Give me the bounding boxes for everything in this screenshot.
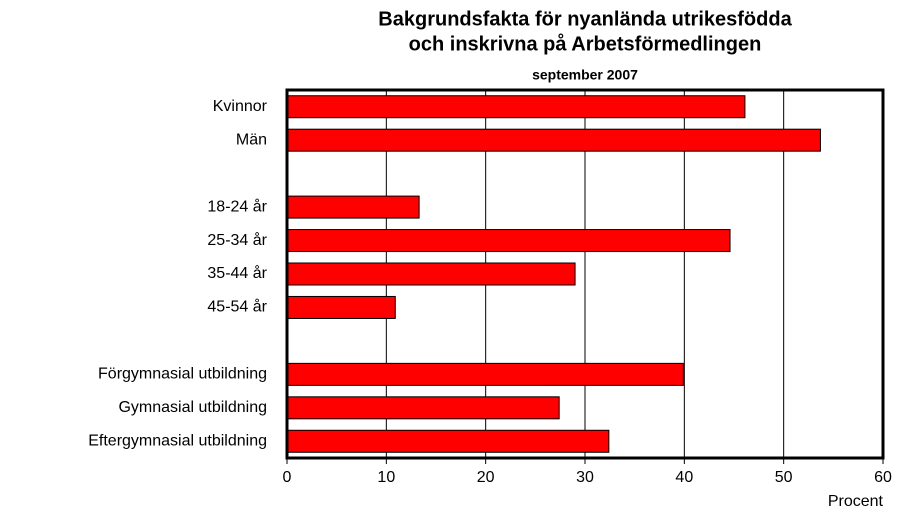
x-tick-label: 20 — [477, 469, 495, 486]
bar — [286, 229, 731, 253]
bar — [286, 429, 610, 453]
y-tick-label: Kvinnor — [213, 98, 268, 115]
x-tick-label: 40 — [675, 469, 693, 486]
chart-title: Bakgrundsfakta för nyanlända utrikesfödd… — [378, 8, 792, 30]
chart-title: och inskrivna på Arbetsförmedlingen — [409, 32, 762, 55]
bar — [286, 295, 396, 319]
x-tick-label: 50 — [775, 469, 793, 486]
bar — [286, 195, 420, 219]
bar — [286, 128, 821, 152]
chart-subtitle: september 2007 — [532, 67, 638, 83]
bar — [286, 396, 560, 420]
y-tick-label: 18-24 år — [207, 197, 267, 215]
y-tick-label: Män — [236, 131, 267, 148]
x-tick-label: 0 — [283, 469, 292, 486]
bar — [286, 95, 746, 119]
y-tick-label: 45-54 år — [207, 298, 267, 316]
y-tick-label: Förgymnasial utbildning — [98, 366, 267, 383]
x-axis-label: Procent — [828, 493, 884, 510]
y-tick-label: 25-34 år — [207, 231, 267, 249]
bar — [286, 262, 576, 286]
y-tick-label: Gymnasial utbildning — [118, 399, 267, 416]
y-tick-label: 35-44 år — [207, 264, 267, 282]
x-tick-label: 10 — [377, 469, 395, 486]
x-tick-label: 60 — [874, 469, 892, 486]
bar — [286, 362, 684, 386]
plot-border — [285, 88, 885, 460]
y-tick-label: Eftergymnasial utbildning — [88, 432, 267, 449]
x-tick-label: 30 — [576, 469, 594, 486]
